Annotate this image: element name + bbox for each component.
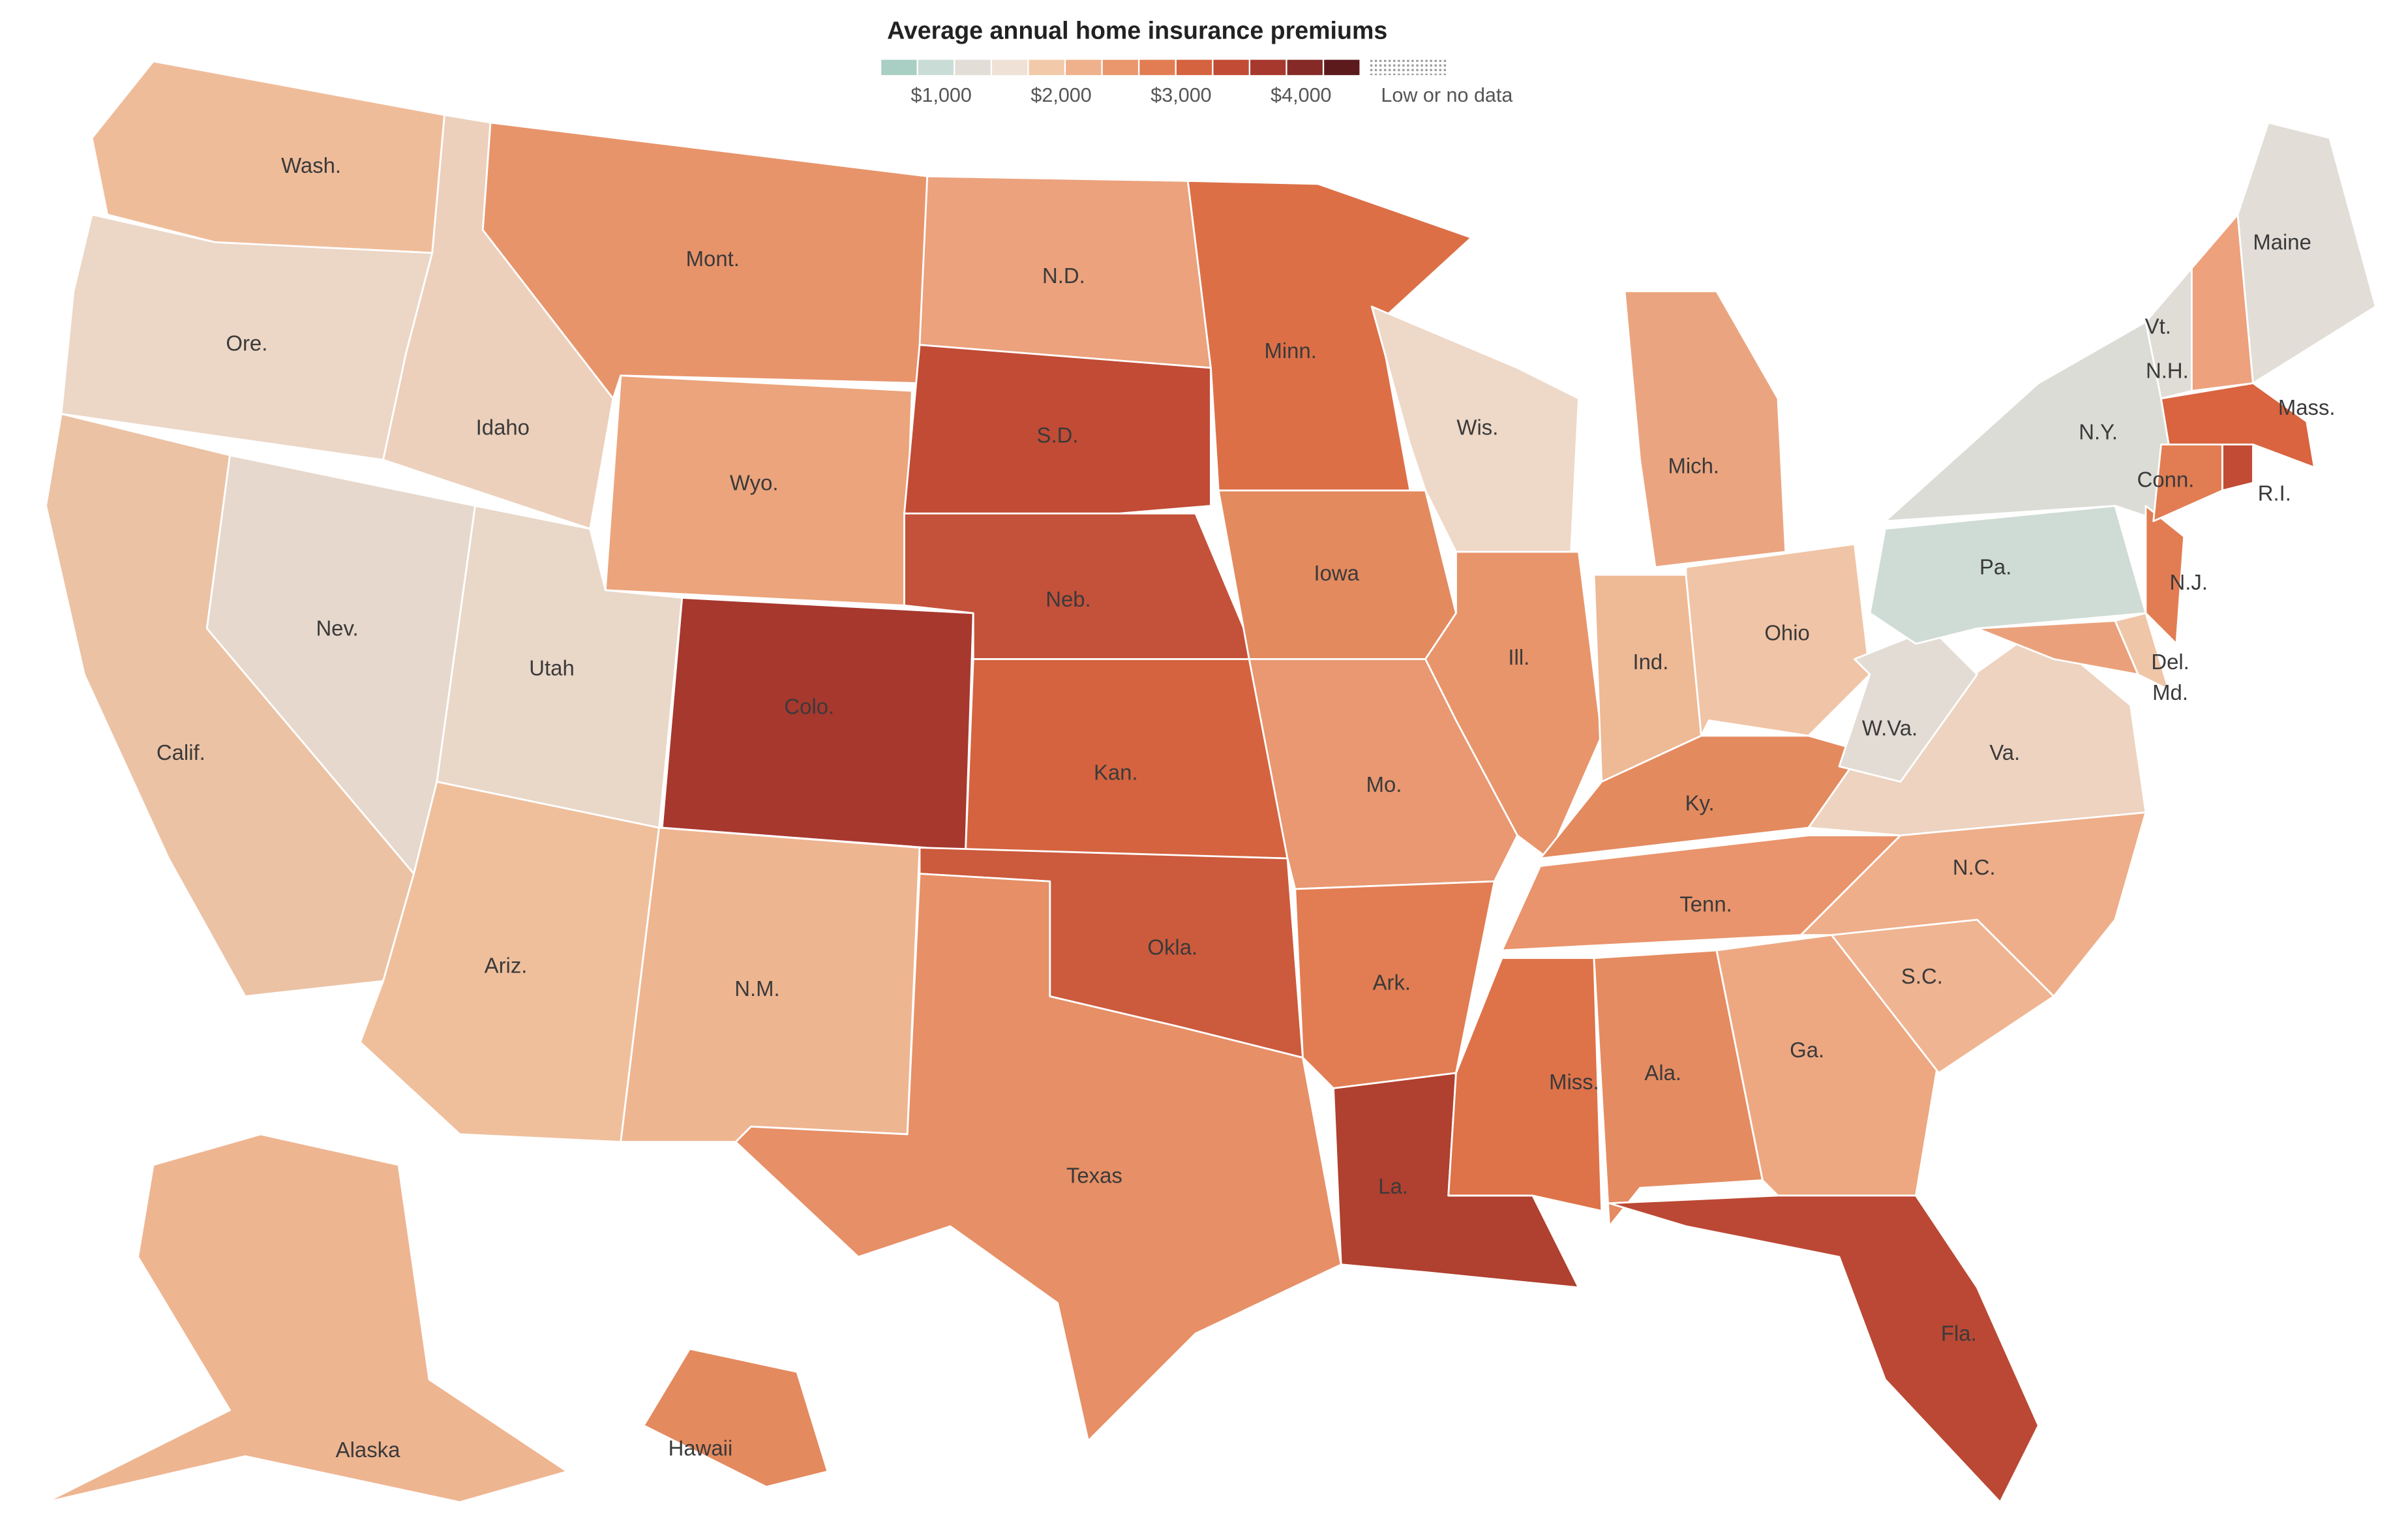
state-label: Calif. (157, 740, 205, 764)
state-label: Hawaii (669, 1436, 733, 1460)
state-shape (1186, 179, 1473, 492)
state-label: N.J. (2170, 570, 2208, 594)
state-label: Ala. (1644, 1061, 1681, 1085)
state-label: Pa. (1979, 555, 2011, 579)
state-shape (2236, 121, 2377, 384)
state-label: Fla. (1941, 1321, 1977, 1345)
state-shape (965, 658, 1289, 860)
state-label: Ill. (1508, 645, 1529, 669)
state-shape (45, 1133, 568, 1503)
legend-tick-label: $4,000 (1271, 84, 1331, 106)
state-labels: Wash. Ore. Calif. Nev. Idaho Mont. Wyo. Utah Ari… (157, 153, 2336, 1462)
state-label: N.D. (1042, 264, 1085, 288)
state-shape (2114, 612, 2170, 691)
state-label: La. (1378, 1174, 1408, 1198)
legend: Average annual home insurance premiums $… (881, 16, 1512, 106)
legend-swatch (1139, 59, 1175, 76)
legend-swatch (1213, 59, 1249, 76)
state-label: Wyo. (730, 470, 779, 494)
state-label: Okla. (1147, 935, 1197, 959)
legend-tick-label: $1,000 (911, 84, 972, 106)
state-label: Del. (2151, 650, 2189, 674)
state-shape (903, 344, 1212, 515)
state-label: Mass. (2278, 395, 2336, 419)
legend-swatch (1066, 59, 1102, 76)
legend-tick-label: $3,000 (1150, 84, 1211, 106)
state-label: Miss. (1549, 1070, 1599, 1094)
state-label: Ore. (226, 331, 267, 355)
state-label: Texas (1066, 1163, 1122, 1187)
state-label: Utah (529, 656, 574, 680)
state-label: Tenn. (1679, 892, 1732, 916)
state-shape (734, 873, 1342, 1442)
state-shape (642, 1348, 829, 1488)
state-label: Idaho (476, 415, 530, 440)
state-label: N.H. (2146, 359, 2189, 383)
state-label: N.M. (734, 976, 779, 1001)
state-label: Mo. (1366, 772, 1402, 796)
state-label: Vt. (2145, 314, 2171, 339)
state-shape (2144, 505, 2186, 645)
state-label: Maine (2253, 230, 2311, 254)
legend-swatch (991, 59, 1028, 76)
state-label: Neb. (1045, 587, 1090, 611)
legend-swatch (1176, 59, 1212, 76)
state-label: Ga. (1790, 1038, 1824, 1062)
no-data-label: Low or no data (1381, 84, 1512, 106)
state-label: S.C. (1901, 964, 1943, 988)
state-shape (1424, 551, 1603, 860)
state-label: Nev. (316, 616, 358, 641)
no-data-swatch (1370, 59, 1447, 76)
legend-swatch (1029, 59, 1064, 76)
state-label: S.D. (1037, 423, 1079, 447)
map-title: Average annual home insurance premiums (887, 16, 1387, 44)
legend-tick-label: $2,000 (1030, 84, 1091, 106)
state-label: Ariz. (485, 954, 528, 978)
state-label: Ky. (1685, 791, 1715, 815)
state-label: Wash. (281, 153, 341, 177)
legend-swatch (1287, 59, 1323, 76)
state-shape (1623, 290, 1787, 568)
state-shape (1884, 321, 2178, 522)
state-label: Ark. (1373, 970, 1411, 994)
state-shape (1608, 1194, 2039, 1503)
legend-swatch (918, 59, 954, 76)
state-label: Iowa (1314, 561, 1359, 585)
state-label: Colo. (784, 694, 834, 718)
state-label: Kan. (1094, 760, 1138, 784)
legend-swatch (1250, 59, 1286, 76)
state-label: Minn. (1265, 339, 1317, 363)
state-label: Wis. (1456, 415, 1498, 440)
state-label: Md. (2152, 680, 2188, 704)
state-shape (1685, 543, 1871, 737)
states (45, 60, 2377, 1503)
state-label: Alaska (336, 1438, 400, 1462)
state-label: Mont. (686, 247, 740, 271)
state-label: R.I. (2258, 481, 2291, 506)
state-shape (661, 597, 974, 852)
state-label: N.Y. (2079, 420, 2118, 444)
legend-swatch (955, 59, 991, 76)
legend-swatch (1324, 59, 1360, 76)
state-label: W.Va. (1862, 716, 1917, 740)
state-shape (2221, 444, 2254, 492)
state-shape (91, 60, 445, 254)
state-label: Ohio (1764, 621, 1809, 645)
legend-swatch (881, 59, 917, 76)
state-label: Ind. (1633, 650, 1669, 674)
state-label: Conn. (2137, 468, 2195, 492)
state-shape (1593, 949, 1764, 1228)
state-label: N.C. (1953, 855, 1996, 879)
state-label: Va. (1989, 740, 2020, 764)
state-label: Mich. (1668, 453, 1719, 477)
legend-swatch (1102, 59, 1138, 76)
